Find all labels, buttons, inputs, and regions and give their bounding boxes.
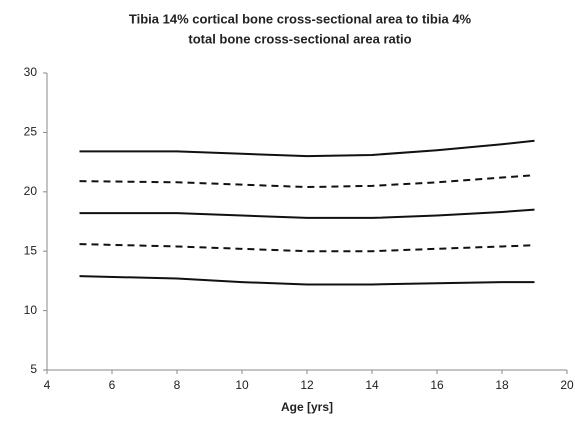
x-tick-label: 14 — [365, 378, 379, 392]
x-tick-label: 12 — [300, 378, 314, 392]
x-tick-label: 8 — [174, 378, 181, 392]
chart-title: total bone cross-sectional area ratio — [188, 31, 411, 46]
x-tick-label: 18 — [495, 378, 509, 392]
x-axis-label: Age [yrs] — [281, 400, 333, 414]
x-tick-label: 10 — [235, 378, 249, 392]
line — [79, 243, 535, 253]
y-tick-label: 25 — [24, 125, 38, 139]
x-tick-label: 4 — [44, 378, 51, 392]
line — [79, 139, 535, 158]
y-tick-label: 5 — [30, 362, 37, 376]
line — [79, 174, 535, 189]
x-tick-label: 20 — [560, 378, 574, 392]
x-tick-label: 16 — [430, 378, 444, 392]
chart-title: Tibia 14% cortical bone cross-sectional … — [129, 11, 472, 26]
y-tick-label: 15 — [24, 243, 38, 257]
y-tick-label: 20 — [24, 184, 38, 198]
line — [79, 208, 535, 219]
y-tick-label: 30 — [24, 65, 38, 79]
line — [79, 275, 535, 286]
y-tick-label: 10 — [24, 303, 38, 317]
x-tick-label: 6 — [109, 378, 116, 392]
